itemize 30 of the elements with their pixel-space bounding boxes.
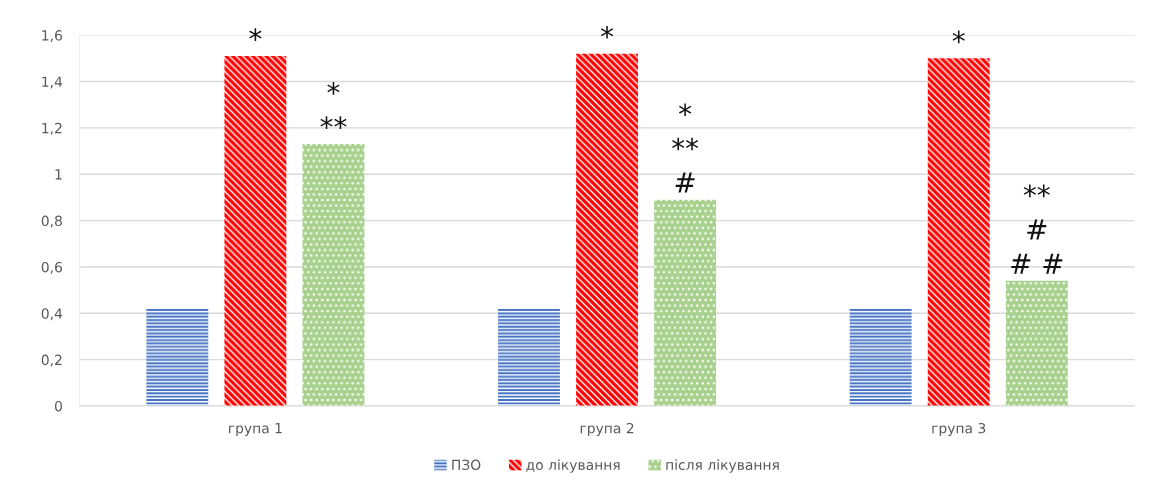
- y-tick-label: 0: [54, 400, 62, 412]
- y-tick-label: 1,4: [42, 76, 63, 89]
- y-tick-label: 1,2: [42, 122, 62, 135]
- bar: [927, 58, 990, 407]
- annotation: *: [600, 25, 614, 39]
- x-tick-label: група 1: [229, 423, 282, 437]
- x-tick-label: група 2: [580, 422, 634, 437]
- annotation: * **: [320, 82, 347, 129]
- x-tick-label: група 3: [932, 422, 986, 437]
- bar: [498, 308, 560, 407]
- annotation: ** # # #: [1011, 184, 1063, 274]
- legend-label: після лікування: [666, 459, 779, 473]
- y-tick-label: 0,6: [41, 261, 63, 274]
- annotation: *: [952, 30, 965, 44]
- bar: [576, 53, 638, 407]
- legend-label: до лікування: [526, 459, 620, 473]
- bar: [654, 199, 717, 407]
- annotation: * ** #: [672, 103, 699, 193]
- y-tick-label: 0,4: [41, 308, 63, 321]
- bar: [849, 308, 912, 407]
- bar: [1005, 280, 1068, 407]
- bar: [146, 308, 209, 407]
- legend-label: ПЗО: [452, 459, 481, 471]
- y-tick-label: 0,2: [41, 354, 62, 367]
- y-tick-label: 1,6: [42, 30, 63, 43]
- y-tick-label: 0,8: [41, 215, 62, 228]
- bar: [224, 56, 287, 407]
- annotation: *: [249, 28, 262, 41]
- bar: [302, 144, 365, 407]
- y-tick-label: 1: [55, 169, 62, 180]
